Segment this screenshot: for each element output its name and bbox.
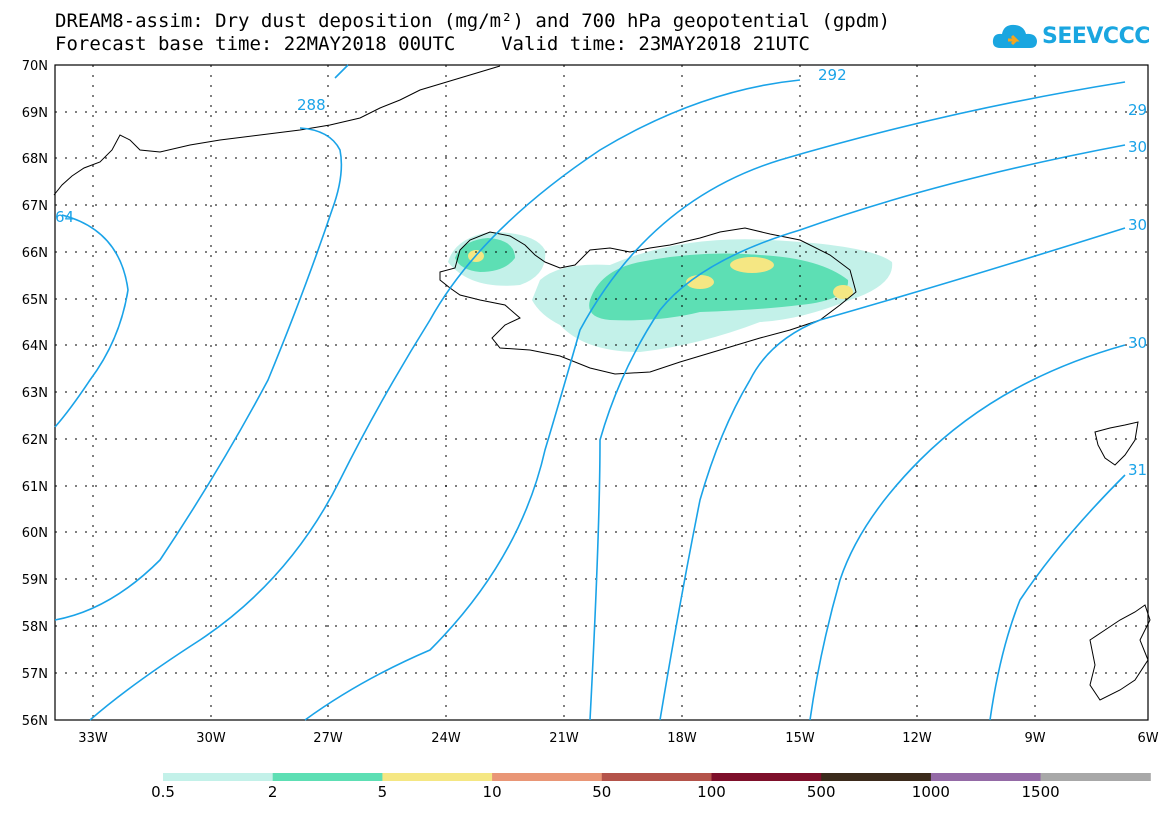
lat-label: 59N xyxy=(22,573,48,588)
colorbar-label: 50 xyxy=(592,783,612,801)
lat-label: 68N xyxy=(22,152,48,167)
lat-label: 61N xyxy=(22,480,48,495)
lon-label: 33W xyxy=(78,731,108,746)
contour-a xyxy=(89,79,801,721)
lat-label: 64N xyxy=(22,339,48,354)
colorbar-swatch xyxy=(821,773,932,781)
colorbar-label: 5 xyxy=(377,783,388,801)
lat-label: 69N xyxy=(22,106,48,121)
map-title-line2: Forecast base time: 22MAY2018 00UTC Vali… xyxy=(55,33,810,55)
contour-label-64: 64 xyxy=(55,208,74,226)
contour-label-288: 288 xyxy=(297,96,326,114)
lon-label: 18W xyxy=(667,731,697,746)
lon-label: 15W xyxy=(785,731,815,746)
lat-label: 67N xyxy=(22,199,48,214)
lon-axis: 33W 30W 27W 24W 21W 18W 15W 12W 9W 6W xyxy=(78,731,1158,746)
contour-label-30a: 30 xyxy=(1128,138,1147,156)
contour-label-29: 29 xyxy=(1128,101,1147,119)
lat-label: 58N xyxy=(22,620,48,635)
colorbar-swatch xyxy=(711,773,822,781)
colorbar-swatch xyxy=(272,773,383,781)
lat-label: 60N xyxy=(22,526,48,541)
coastline-layer xyxy=(53,65,1151,701)
lat-label: 70N xyxy=(22,59,48,74)
geopotential-contours xyxy=(54,64,1126,721)
greenland-coast xyxy=(53,65,501,196)
dust-deposition-layer xyxy=(448,232,893,352)
contour-288 xyxy=(54,64,349,621)
cloud-icon xyxy=(992,24,1037,48)
lat-label: 57N xyxy=(22,667,48,682)
colorbar-swatch xyxy=(382,773,493,781)
lat-label: 63N xyxy=(22,386,48,401)
contour-label-30c: 30 xyxy=(1128,334,1147,352)
lon-label: 9W xyxy=(1024,731,1045,746)
lat-label: 65N xyxy=(22,293,48,308)
colorbar-label: 500 xyxy=(806,783,836,801)
iceland-coast xyxy=(439,227,857,375)
contour-e xyxy=(809,344,1126,721)
colorbar-swatch xyxy=(601,773,712,781)
colorbar-label: 100 xyxy=(697,783,726,801)
colorbar-label: 10 xyxy=(482,783,502,801)
contour-d xyxy=(659,227,1126,721)
graticule xyxy=(55,65,1148,720)
contour-f xyxy=(989,474,1126,721)
scotland-coast xyxy=(1089,604,1151,701)
lat-label: 62N xyxy=(22,433,48,448)
colorbar-swatch xyxy=(163,773,274,781)
logo-text: SEEVCCC xyxy=(1042,24,1150,49)
lat-label: 66N xyxy=(22,246,48,261)
colorbar-label: 1500 xyxy=(1021,783,1060,801)
lon-label: 24W xyxy=(431,731,461,746)
map-frame xyxy=(54,64,1149,721)
lon-label: 30W xyxy=(196,731,226,746)
colorbar-label: 1000 xyxy=(911,783,950,801)
colorbar-label: 0.5 xyxy=(151,783,175,801)
lon-label: 12W xyxy=(902,731,932,746)
contour-c xyxy=(589,144,1126,721)
faroe-coast xyxy=(1094,421,1139,466)
contour-label-31: 31 xyxy=(1128,461,1147,479)
colorbar-swatch xyxy=(492,773,603,781)
colorbar-swatch xyxy=(930,773,1042,781)
lon-label: 27W xyxy=(313,731,343,746)
contour-label-30b: 30 xyxy=(1128,216,1147,234)
contour-left xyxy=(54,214,129,428)
map-title-line1: DREAM8-assim: Dry dust deposition (mg/m²… xyxy=(55,10,891,32)
contour-label-292: 292 xyxy=(818,66,847,84)
lon-label: 6W xyxy=(1137,731,1158,746)
lon-label: 21W xyxy=(549,731,579,746)
lat-label: 56N xyxy=(22,714,48,729)
colorbar xyxy=(163,773,1151,781)
colorbar-swatch xyxy=(1040,773,1151,781)
lat-axis: 70N 69N 68N 67N 66N 65N 64N 63N 62N 61N … xyxy=(22,59,48,729)
contour-b xyxy=(304,81,1126,721)
seevccc-logo: SEEVCCC xyxy=(990,18,1150,58)
colorbar-label: 2 xyxy=(267,783,278,801)
